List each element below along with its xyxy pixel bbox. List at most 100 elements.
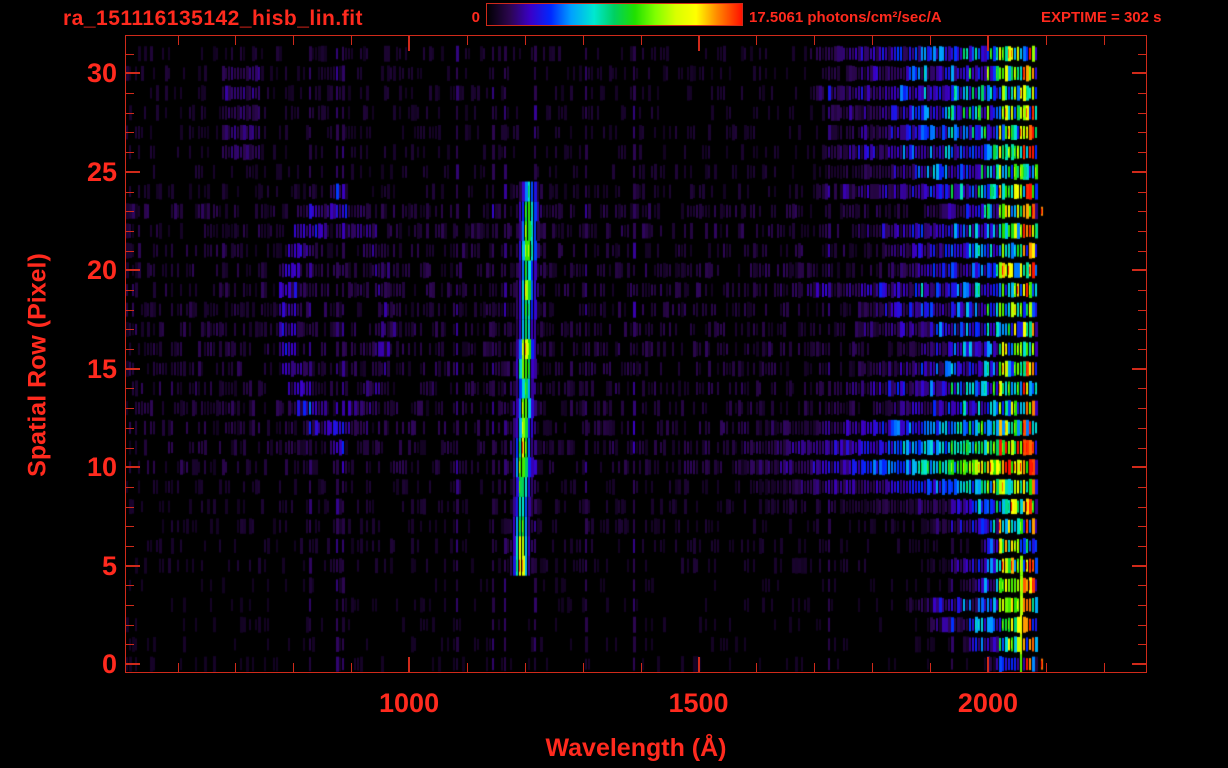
y-major-tick	[126, 171, 140, 173]
y-minor-tick	[1138, 131, 1146, 133]
x-minor-tick	[929, 36, 931, 45]
y-minor-tick	[126, 447, 134, 449]
x-major-tick	[698, 36, 700, 51]
y-tick-label: 25	[86, 156, 117, 187]
x-minor-tick	[871, 36, 873, 45]
y-minor-tick	[126, 407, 134, 409]
x-minor-tick	[524, 663, 526, 672]
x-minor-tick	[177, 663, 179, 672]
y-minor-tick	[1138, 328, 1146, 330]
y-major-tick	[126, 368, 140, 370]
x-minor-tick	[755, 36, 757, 45]
y-minor-tick	[1138, 427, 1146, 429]
x-minor-tick	[755, 663, 757, 672]
exptime-label: EXPTIME = 302 s	[1041, 9, 1162, 26]
y-minor-tick	[126, 427, 134, 429]
y-tick-label: 30	[86, 58, 117, 89]
y-major-tick	[126, 269, 140, 271]
y-minor-tick	[1138, 250, 1146, 252]
x-minor-tick	[350, 36, 352, 45]
y-minor-tick	[1138, 624, 1146, 626]
y-minor-tick	[1138, 53, 1146, 55]
y-minor-tick	[126, 112, 134, 114]
y-minor-tick	[126, 506, 134, 508]
x-major-tick	[408, 657, 410, 672]
y-minor-tick	[1138, 506, 1146, 508]
x-minor-tick	[871, 663, 873, 672]
y-minor-tick	[126, 545, 134, 547]
y-minor-tick	[126, 289, 134, 291]
x-minor-tick	[350, 663, 352, 672]
y-minor-tick	[126, 309, 134, 311]
y-minor-tick	[1138, 604, 1146, 606]
y-minor-tick	[126, 348, 134, 350]
y-minor-tick	[126, 230, 134, 232]
colorbar-max-label: 17.5061 photons/cm²/sec/A	[749, 9, 942, 26]
x-minor-tick	[1103, 663, 1105, 672]
y-minor-tick	[1138, 486, 1146, 488]
x-tick-label: 1500	[668, 688, 729, 718]
x-minor-tick	[1045, 663, 1047, 672]
y-minor-tick	[126, 328, 134, 330]
y-minor-tick	[1138, 545, 1146, 547]
y-minor-tick	[126, 584, 134, 586]
x-major-tick	[987, 657, 989, 672]
y-major-tick	[1132, 269, 1146, 271]
spectral-heatmap-image	[126, 36, 1146, 672]
x-minor-tick	[640, 36, 642, 45]
y-tick-label: 10	[86, 452, 117, 483]
file-title: ra_151116135142_hisb_lin.fit	[63, 7, 364, 30]
x-minor-tick	[929, 663, 931, 672]
y-tick-label: 5	[101, 550, 117, 581]
y-minor-tick	[126, 131, 134, 133]
x-minor-tick	[234, 663, 236, 672]
y-minor-tick	[126, 191, 134, 193]
x-minor-tick	[582, 663, 584, 672]
y-minor-tick	[126, 250, 134, 252]
colorbar-gradient	[486, 3, 743, 26]
y-tick-label: 0	[101, 649, 117, 680]
y-major-tick	[1132, 171, 1146, 173]
y-minor-tick	[1138, 92, 1146, 94]
x-tick-label: 1000	[379, 688, 440, 718]
y-minor-tick	[1138, 447, 1146, 449]
y-major-tick	[1132, 72, 1146, 74]
y-minor-tick	[1138, 210, 1146, 212]
x-major-tick	[987, 36, 989, 51]
x-minor-tick	[1103, 36, 1105, 45]
y-major-tick	[126, 72, 140, 74]
y-minor-tick	[1138, 230, 1146, 232]
y-minor-tick	[126, 643, 134, 645]
y-minor-tick	[126, 525, 134, 527]
y-minor-tick	[126, 387, 134, 389]
y-minor-tick	[1138, 289, 1146, 291]
x-major-tick	[408, 36, 410, 51]
y-minor-tick	[126, 210, 134, 212]
y-minor-tick	[1138, 191, 1146, 193]
y-axis-title: Spatial Row (Pixel)	[23, 253, 52, 477]
y-minor-tick	[1138, 348, 1146, 350]
y-major-tick	[1132, 663, 1146, 665]
x-minor-tick	[292, 663, 294, 672]
x-minor-tick	[1045, 36, 1047, 45]
x-minor-tick	[177, 36, 179, 45]
y-tick-label: 15	[86, 353, 117, 384]
x-major-tick	[698, 657, 700, 672]
x-minor-tick	[466, 663, 468, 672]
y-minor-tick	[1138, 584, 1146, 586]
y-major-tick	[1132, 466, 1146, 468]
x-minor-tick	[813, 663, 815, 672]
y-major-tick	[1132, 565, 1146, 567]
y-tick-label: 20	[86, 255, 117, 286]
x-minor-tick	[234, 36, 236, 45]
y-major-tick	[126, 565, 140, 567]
y-minor-tick	[1138, 643, 1146, 645]
x-minor-tick	[640, 663, 642, 672]
y-minor-tick	[1138, 525, 1146, 527]
colorbar-min-label: 0	[471, 9, 480, 26]
x-minor-tick	[292, 36, 294, 45]
x-minor-tick	[524, 36, 526, 45]
y-minor-tick	[1138, 407, 1146, 409]
y-major-tick	[126, 466, 140, 468]
